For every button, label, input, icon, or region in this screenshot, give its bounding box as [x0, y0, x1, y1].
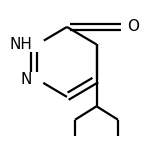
- Text: N: N: [21, 72, 32, 87]
- Text: O: O: [128, 19, 140, 34]
- Text: NH: NH: [9, 37, 32, 52]
